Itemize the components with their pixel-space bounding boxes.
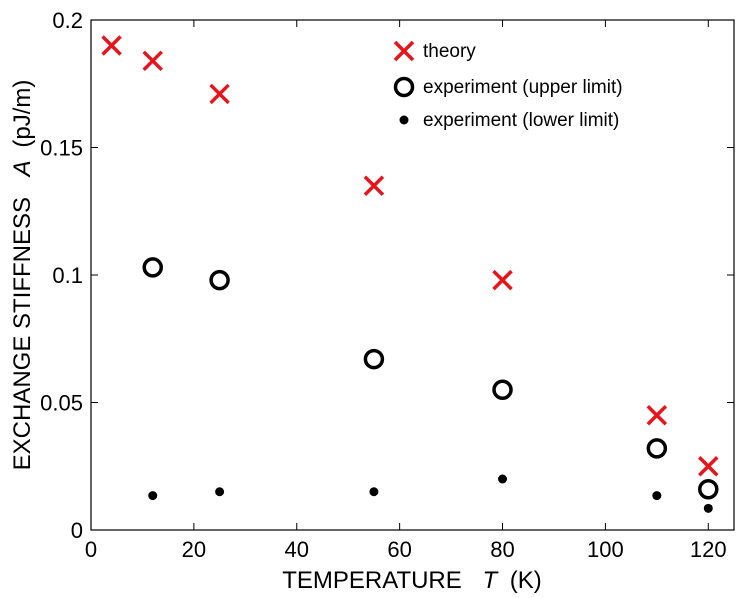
lower-limit-point (215, 487, 225, 497)
y-tick-label: 0.1 (52, 263, 83, 288)
upper-limit-point (142, 257, 163, 278)
x-tick-label: 60 (387, 537, 411, 562)
x-tick-label: 0 (85, 537, 97, 562)
x-stroke (646, 405, 668, 426)
lower-limit-point (148, 491, 158, 501)
x-stroke (363, 175, 385, 196)
lower-limit-point (369, 487, 379, 497)
y-tick-label: 0.15 (40, 136, 83, 161)
legend-symbol (393, 76, 415, 98)
theory-point (492, 269, 513, 291)
theory-point (142, 50, 163, 72)
x-axis-label-prefix: TEMPERATURE (282, 567, 462, 594)
upper-limit-point (363, 348, 385, 370)
theory-point (698, 456, 719, 477)
y-tick-label: 0.2 (52, 8, 83, 33)
x-tick-label: 100 (587, 537, 624, 562)
legend-label-theory: theory (423, 41, 476, 62)
legend-marker-lower (399, 115, 409, 125)
legend-label-upper: experiment (upper limit) (423, 77, 623, 98)
x-tick-label: 80 (490, 537, 514, 562)
x-axis-label: TEMPERATURE T (K) (282, 567, 542, 594)
upper-limit-point (209, 269, 230, 291)
axis-tick-labels: 0 20 40 60 80 100 120 0 0.05 0.1 0.15 0.2 (40, 8, 726, 562)
theory-point (363, 175, 385, 196)
legend: theory experiment (upper limit) experime… (393, 40, 623, 131)
theory-point (101, 35, 122, 56)
y-tick-label: 0.05 (40, 391, 83, 416)
x-axis-label-unit: (K) (510, 567, 542, 594)
x-axis-label-symbol: T (482, 567, 499, 594)
y-tick-label: 0 (71, 518, 83, 543)
x-tick-label: 40 (285, 537, 309, 562)
x-tick-label: 20 (182, 537, 206, 562)
x-stroke (698, 456, 719, 477)
plot-frame (90, 19, 735, 531)
theory-point (209, 83, 230, 105)
theory-point (646, 405, 668, 426)
x-stroke (209, 83, 230, 105)
x-stroke (393, 40, 415, 62)
x-stroke (492, 269, 513, 291)
legend-label-lower: experiment (lower limit) (423, 110, 619, 131)
upper-limit-point (492, 379, 513, 400)
lower-limit-point (498, 474, 508, 484)
y-axis-label: EXCHANGE STIFFNESS A (pJ/m) (9, 80, 36, 471)
upper-limit-point (646, 438, 668, 459)
y-axis-label-unit: (pJ/m) (9, 80, 36, 148)
lower-limit-point (652, 491, 662, 501)
y-axis-label-prefix: EXCHANGE STIFFNESS (9, 197, 36, 470)
data-marks (101, 35, 719, 513)
x-stroke (101, 35, 122, 56)
lower-limit-point (703, 503, 713, 513)
y-axis-label-symbol: A (9, 160, 36, 178)
legend-marker-theory (393, 40, 415, 62)
legend-symbol (393, 40, 415, 62)
legend-marker-upper (393, 76, 415, 98)
x-tick-label: 120 (690, 537, 727, 562)
x-stroke (142, 50, 163, 72)
legend-symbol (399, 115, 409, 125)
axis-ticks (90, 19, 734, 531)
upper-limit-point (698, 478, 719, 500)
